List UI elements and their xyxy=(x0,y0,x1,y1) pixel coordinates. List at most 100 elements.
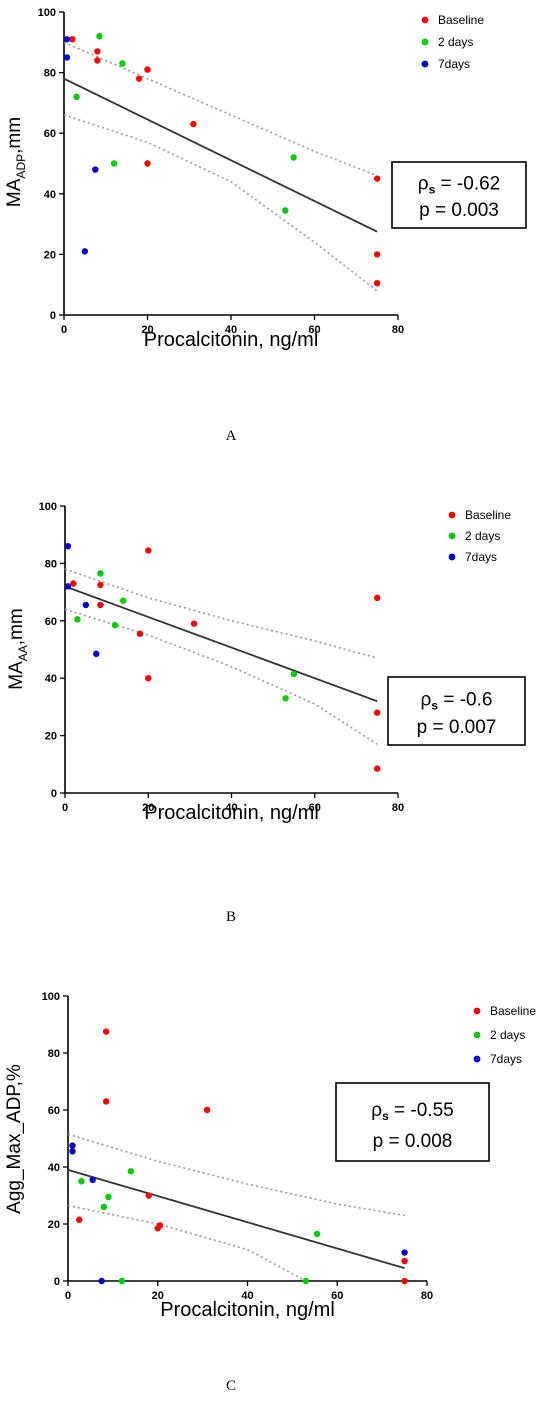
y-axis-label-sub: AA xyxy=(16,645,30,661)
y-tick-label: 0 xyxy=(54,1276,60,1288)
point-baseline xyxy=(373,251,381,258)
point-2-days xyxy=(96,33,103,40)
point-baseline xyxy=(373,765,381,772)
point-2-days xyxy=(290,670,298,678)
point-2-days xyxy=(111,621,119,629)
point-7days xyxy=(64,542,72,550)
y-tick-label: 40 xyxy=(45,673,57,685)
point-7days xyxy=(69,1148,76,1155)
y-axis-label-main: Agg_Max_ADP,% xyxy=(4,1064,25,1214)
point-2-days xyxy=(119,60,126,67)
point-baseline xyxy=(401,1277,408,1285)
rho-symbol: ρ xyxy=(418,174,429,195)
y-axis-label: MAADP,mm xyxy=(4,117,28,207)
stats-box xyxy=(387,676,526,746)
point-7days xyxy=(82,601,90,609)
point-2-days xyxy=(120,597,127,604)
x-tick-label: 60 xyxy=(331,1290,343,1302)
x-tick-label: 40 xyxy=(225,802,237,814)
chart-c: 0 20 40 60 80 100 0 20 40 60 80 Procalcitonin, ng/m… xyxy=(4,991,536,1321)
point-baseline xyxy=(70,580,77,587)
legend-marker xyxy=(448,511,456,519)
y-tick-label: 60 xyxy=(44,128,56,140)
x-tick-label: 0 xyxy=(62,802,68,814)
x-tick-label: 80 xyxy=(421,1290,433,1302)
point-2-days xyxy=(100,1203,108,1211)
point-baseline xyxy=(190,620,198,627)
rho-value: = -0.6 xyxy=(438,690,492,711)
point-7days xyxy=(69,1142,76,1149)
legend-marker xyxy=(421,60,429,68)
legend-label: Baseline xyxy=(465,508,511,522)
y-tick-label: 80 xyxy=(48,1048,60,1060)
point-baseline xyxy=(102,1098,110,1105)
point-baseline xyxy=(203,1106,211,1114)
y-tick-label: 100 xyxy=(38,7,56,19)
legend-label: 7days xyxy=(490,1052,522,1066)
point-baseline xyxy=(97,601,104,609)
point-2-days xyxy=(118,1277,126,1285)
x-axis-label: Procalcitonin, ng/ml xyxy=(160,1299,335,1321)
point-2-days xyxy=(110,160,118,167)
point-baseline xyxy=(373,709,381,716)
point-baseline xyxy=(373,175,381,182)
point-2-days xyxy=(302,1277,310,1285)
legend-label: 7days xyxy=(465,550,497,564)
y-tick-label: 40 xyxy=(48,1162,60,1174)
x-tick-label: 0 xyxy=(65,1290,71,1302)
rho-subscript: s xyxy=(431,699,438,713)
point-7days xyxy=(93,650,100,658)
point-baseline xyxy=(373,594,381,602)
y-axis-label-sub: ADP xyxy=(14,154,28,179)
x-tick-label: 20 xyxy=(141,324,153,336)
legend-marker xyxy=(473,1055,481,1063)
regression-line xyxy=(64,585,378,703)
point-2-days xyxy=(282,695,289,702)
rho-value: = -0.55 xyxy=(389,1100,454,1121)
point-7days xyxy=(63,54,71,61)
rho-subscript: s xyxy=(429,183,436,197)
stats-rho: ρs = -0.6 xyxy=(421,690,493,713)
y-tick-label: 20 xyxy=(44,249,56,261)
regression-line xyxy=(63,77,378,233)
chart-a: 0 20 40 60 80 100 0 20 40 60 80 Procalcitonin, ng/m… xyxy=(4,7,527,351)
y-tick-label: 60 xyxy=(45,616,57,628)
y-axis-label: Agg_Max_ADP,% xyxy=(4,1064,25,1214)
legend-label: 2 days xyxy=(490,1028,525,1042)
x-axis-label: Procalcitonin, ng/ml xyxy=(144,802,319,824)
point-7days xyxy=(63,36,71,43)
ci-lower-line xyxy=(64,608,378,745)
x-tick-label: 0 xyxy=(61,324,67,336)
ci-lower-line xyxy=(63,114,378,292)
x-tick-label: 40 xyxy=(241,1290,253,1302)
y-axis-label-main: MA xyxy=(4,178,25,207)
point-baseline xyxy=(69,36,76,43)
x-axis-label: Procalcitonin, ng/ml xyxy=(144,329,319,351)
point-7days xyxy=(92,166,99,173)
stats-p: p = 0.003 xyxy=(419,200,499,221)
y-tick-label: 0 xyxy=(50,310,56,322)
point-baseline xyxy=(135,75,143,82)
point-baseline xyxy=(401,1257,408,1265)
point-2-days xyxy=(290,154,297,161)
point-2-days xyxy=(97,570,104,577)
ci-upper-line xyxy=(67,1133,405,1217)
point-2-days xyxy=(313,1230,321,1238)
stats-p: p = 0.007 xyxy=(417,717,497,738)
rho-subscript: s xyxy=(382,1109,389,1123)
legend-label: 7days xyxy=(438,57,470,71)
point-7days xyxy=(401,1249,408,1256)
x-tick-label: 80 xyxy=(392,324,404,336)
point-7days xyxy=(98,1277,105,1285)
y-tick-label: 80 xyxy=(45,558,57,570)
point-baseline xyxy=(190,120,197,128)
panel-label-a: A xyxy=(225,428,237,444)
legend-marker xyxy=(421,38,429,46)
point-2-days xyxy=(282,207,289,214)
y-tick-label: 100 xyxy=(39,501,57,513)
ci-upper-line xyxy=(64,568,378,659)
legend-label: Baseline xyxy=(438,13,484,27)
point-baseline xyxy=(94,57,101,64)
panel-label-b: B xyxy=(225,909,236,925)
ci-lower-line xyxy=(67,1204,307,1282)
